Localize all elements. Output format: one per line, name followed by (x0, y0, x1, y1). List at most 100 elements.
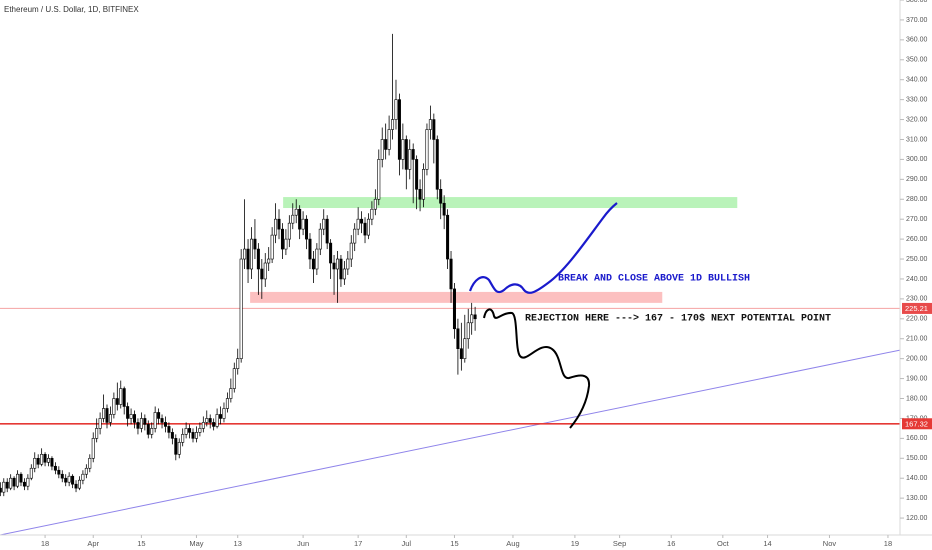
candle-body (249, 238, 253, 270)
candle-body (470, 314, 474, 324)
annotation: REJECTION HERE ---> 167 - 170$ NEXT POTE… (525, 313, 831, 325)
y-tick-label: 310.00 (906, 136, 928, 143)
x-tick-label: 14 (763, 539, 771, 548)
candle-body (322, 218, 326, 230)
trend-line (0, 349, 901, 536)
candle-body (466, 322, 470, 340)
candle-body (404, 139, 408, 170)
candle-body (91, 438, 95, 459)
candle-body (163, 422, 167, 427)
candle-body (315, 248, 319, 270)
candle-body (129, 414, 133, 419)
candle-body (397, 99, 401, 160)
candle-body (353, 228, 357, 244)
candle-body (446, 214, 450, 260)
candle-body (9, 477, 13, 489)
candle-body (60, 473, 64, 479)
y-tick-label: 180.00 (906, 395, 928, 402)
y-tick-label: 130.00 (906, 495, 928, 502)
candle-body (418, 188, 422, 200)
lines (0, 307, 901, 536)
candle-body (363, 222, 367, 236)
candle-body (401, 139, 405, 160)
candle-body (188, 428, 192, 433)
candle-body (246, 248, 250, 270)
x-tick-label: Apr (87, 539, 99, 548)
x-tick-label: Nov (823, 539, 837, 548)
candle-body (263, 262, 267, 280)
candle-body (112, 398, 116, 415)
candle-body (12, 477, 16, 487)
x-tick-label: Jun (297, 539, 309, 548)
zone (283, 197, 738, 209)
candle-body (370, 208, 374, 220)
candle-body (356, 218, 360, 230)
candle-body (449, 258, 453, 290)
candle-body (5, 481, 9, 489)
y-tick-label: 160.00 (906, 435, 928, 442)
candle-body (284, 238, 288, 250)
candle-body (253, 238, 257, 250)
candle-body (53, 465, 57, 471)
candle-body (157, 412, 161, 419)
x-tick-label: 13 (234, 539, 242, 548)
y-tick-label: 330.00 (906, 96, 928, 103)
candle-body (280, 228, 284, 250)
axes: 120.00130.00140.00150.00160.00170.00180.… (41, 0, 932, 548)
candle-body (422, 169, 426, 200)
candle-body (432, 119, 436, 140)
candle-body (50, 457, 54, 467)
candle-body (335, 258, 340, 270)
x-tick-label: 17 (354, 539, 362, 548)
candle-body (194, 432, 198, 439)
candle-body (308, 238, 312, 260)
candle-body (136, 422, 140, 429)
candle-body (473, 314, 477, 320)
candle-body (67, 475, 71, 483)
y-tick-label: 210.00 (906, 336, 928, 343)
candle-body (184, 428, 188, 435)
y-tick-label: 280.00 (906, 196, 928, 203)
candle-body (174, 438, 178, 455)
y-tick-label: 340.00 (906, 77, 928, 84)
candle-body (102, 408, 106, 419)
candle-body (225, 398, 229, 409)
y-tick-label: 250.00 (906, 256, 928, 263)
candle-body (349, 242, 353, 260)
candle-body (29, 467, 33, 479)
candle-body (380, 139, 384, 160)
candle-body (160, 418, 164, 423)
candles (0, 33, 477, 497)
y-tick-label: 270.00 (906, 216, 928, 223)
candle-body (95, 428, 99, 439)
level-label-box (902, 418, 932, 430)
candle-body (425, 129, 429, 170)
y-tick-label: 190.00 (906, 375, 928, 382)
candle-body (463, 338, 467, 359)
candle-body (298, 208, 302, 230)
candle-body (270, 234, 274, 260)
candle-body (428, 119, 432, 130)
candle-body (108, 414, 112, 423)
candle-body (133, 414, 137, 423)
candle-body (277, 218, 281, 230)
candle-body (177, 442, 181, 455)
y-tick-label: 320.00 (906, 116, 928, 123)
candle-body (16, 473, 20, 487)
y-tick-label: 290.00 (906, 176, 928, 183)
y-tick-label: 230.00 (906, 296, 928, 303)
candle-body (456, 328, 460, 349)
x-tick-label: Jul (402, 539, 412, 548)
candle-body (311, 258, 315, 270)
candle-body (0, 487, 2, 493)
candle-body (57, 469, 61, 475)
level-label: 167.32 (905, 419, 928, 428)
y-tick-label: 350.00 (906, 57, 928, 64)
candle-body (439, 188, 443, 204)
candle-body (339, 258, 343, 280)
candle-body (360, 218, 364, 224)
candle-body (384, 139, 388, 150)
candle-body (291, 214, 295, 224)
